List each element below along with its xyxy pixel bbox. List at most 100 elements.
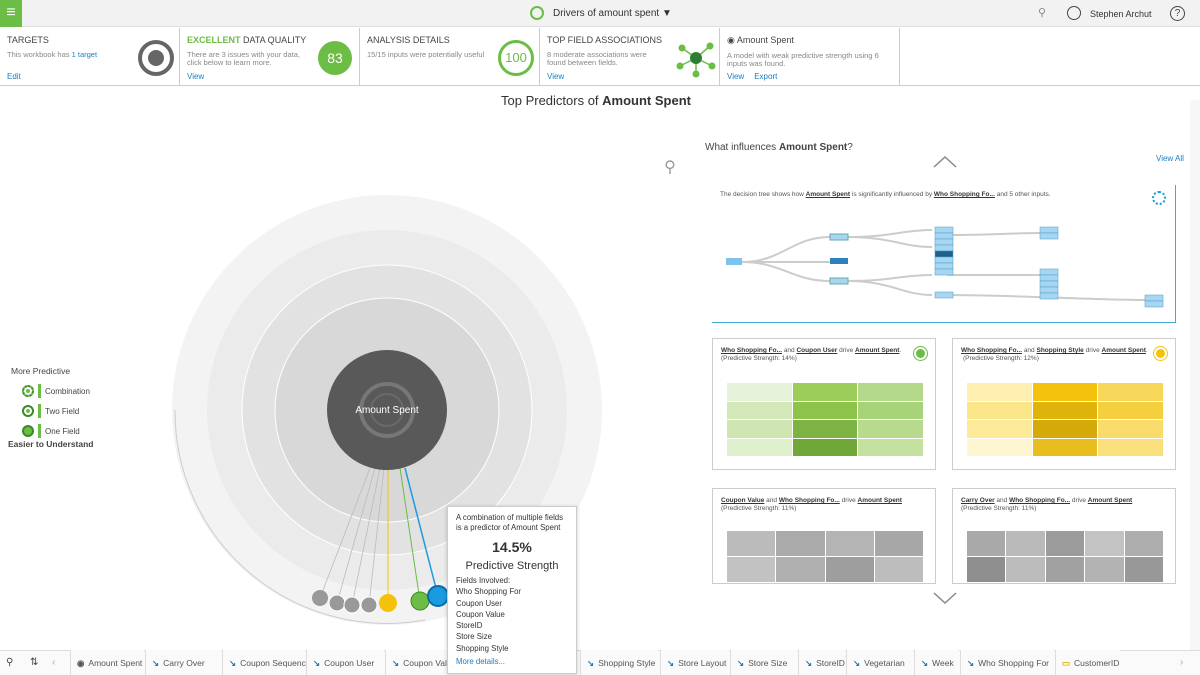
- sort-button[interactable]: ⇅: [30, 657, 39, 668]
- scrollbar: [1190, 100, 1200, 650]
- heatmap: [967, 531, 1163, 582]
- tile-sub: (Predictive Strength: 14%): [721, 355, 797, 362]
- field-tab[interactable]: ↘ Week: [914, 650, 959, 675]
- card-action[interactable]: View: [187, 72, 205, 81]
- menu-button[interactable]: ≡: [0, 0, 22, 27]
- card-title: Amount Spent: [736, 35, 794, 45]
- legend-swatch: [22, 425, 34, 437]
- help-button[interactable]: ?: [1170, 6, 1185, 21]
- legend-item: Two Field: [22, 401, 90, 421]
- tab-label: Week: [932, 658, 954, 668]
- field-tab[interactable]: ↘ Store Size: [730, 650, 797, 675]
- tile-title-part: and: [994, 497, 1010, 504]
- search-button[interactable]: ⚲: [6, 657, 14, 668]
- tab-icon: ↘: [152, 658, 160, 668]
- card-title: ANALYSIS DETAILS: [367, 35, 450, 45]
- tile-title: Who Shopping Fo... and Coupon User drive…: [721, 347, 911, 363]
- heatmap-cell: [792, 420, 858, 438]
- tile-title: Carry Over and Who Shopping Fo... drive …: [961, 497, 1151, 513]
- heatmap-cell: [727, 401, 792, 419]
- heatmap-cell: [1098, 383, 1163, 401]
- legend: Combination Two Field One Field: [22, 381, 90, 441]
- heatmap-cell: [874, 557, 923, 582]
- title-part: Top Predictors of: [501, 93, 603, 108]
- legend-label: One Field: [45, 426, 80, 436]
- legend-item: One Field: [22, 421, 90, 441]
- tab-label: Coupon Value: [403, 658, 457, 668]
- title-icon: [530, 6, 544, 20]
- insight-tile: Who Shopping Fo... and Shopping Style dr…: [952, 338, 1176, 470]
- workbook-title[interactable]: Drivers of amount spent ▼: [553, 8, 672, 19]
- field-tab[interactable]: ↘ Shopping Style: [580, 650, 658, 675]
- field-tab[interactable]: ↘ Coupon Value: [385, 650, 456, 675]
- heatmap: [727, 383, 923, 456]
- heatmap-cell: [1085, 557, 1124, 582]
- tile-icon: [1153, 346, 1168, 361]
- tree-text-part: Who Shopping Fo...: [933, 191, 995, 198]
- model-card: ◉ Amount Spent A model with weak predict…: [720, 28, 900, 86]
- field-tab[interactable]: ◉ Amount Spent: [70, 650, 144, 675]
- heatmap-cell: [1006, 531, 1045, 556]
- heatmap-cell: [727, 420, 792, 438]
- field-tab[interactable]: ↘ Coupon User: [306, 650, 384, 675]
- tile-icon: [913, 346, 928, 361]
- field-item: StoreID: [456, 621, 483, 631]
- tile-title-part: and: [1022, 347, 1037, 354]
- heatmap-cell: [1032, 420, 1098, 438]
- tab-label: Coupon User: [324, 658, 375, 668]
- field-tab[interactable]: ↘ Vegetarian: [846, 650, 913, 675]
- scroll-down[interactable]: [930, 590, 960, 606]
- field-tab[interactable]: ↘ StoreID: [798, 650, 845, 675]
- scroll-up[interactable]: [930, 154, 960, 170]
- field-tab[interactable]: ↘ Store Layout: [660, 650, 729, 675]
- card-text: This workbook has: [7, 50, 72, 59]
- tab-icon: ↘: [737, 658, 745, 668]
- title-bold: Amount Spent: [602, 93, 691, 108]
- tile-title-part: drive: [1083, 347, 1102, 354]
- card-action[interactable]: Export: [754, 72, 778, 81]
- heatmap-cell: [1045, 531, 1085, 556]
- tile-title-part: and: [782, 347, 797, 354]
- tab-label: StoreID: [816, 658, 845, 668]
- legend-bar: [38, 404, 41, 418]
- insight-tile: Who Shopping Fo... and Coupon User drive…: [712, 338, 936, 470]
- heatmap-cell: [1032, 438, 1098, 456]
- tile-title: Who Shopping Fo... and Shopping Style dr…: [961, 347, 1151, 363]
- view-all[interactable]: View All: [1156, 154, 1184, 163]
- tile-title-part: Coupon User: [796, 347, 838, 354]
- field-tab[interactable]: ▭ CustomerID: [1055, 650, 1120, 675]
- decision-tree: [726, 226, 1164, 308]
- heading-bold: Amount Spent: [778, 142, 848, 153]
- card-action[interactable]: View: [547, 72, 565, 81]
- card-link[interactable]: 1 target: [71, 50, 98, 59]
- tab-label: Amount Spent: [88, 658, 143, 668]
- heatmap-cell: [792, 383, 858, 401]
- quality-card: EXCELLENT DATA QUALITY There are 3 issue…: [180, 28, 360, 86]
- card-action[interactable]: Edit: [7, 72, 21, 81]
- tooltip: A combination of multiple fields is a pr…: [447, 506, 577, 674]
- user-icon: [1067, 6, 1081, 20]
- card-action[interactable]: View: [727, 72, 745, 81]
- scroll-right[interactable]: ›: [1180, 657, 1184, 668]
- legend-swatch: [22, 385, 34, 397]
- field-item: Store Size: [456, 632, 492, 642]
- field-tab[interactable]: ↘ Carry Over: [145, 650, 221, 675]
- more-details[interactable]: More details...: [456, 657, 505, 667]
- heatmap-cell: [792, 438, 858, 456]
- tooltip-value: 14.5%: [492, 539, 532, 555]
- user-name[interactable]: Stephen Archut: [1090, 9, 1152, 19]
- tree-text-part: The decision tree shows how: [720, 191, 806, 198]
- tooltip-label: Predictive Strength: [465, 560, 559, 572]
- heading-part: What influences: [705, 142, 779, 153]
- insight-tile: Coupon Value and Who Shopping Fo... driv…: [712, 488, 936, 584]
- tile-title-part: Amount Spent: [1101, 347, 1146, 354]
- heatmap-cell: [1098, 438, 1163, 456]
- heatmap-cell: [825, 531, 874, 556]
- pin-icon[interactable]: ⚲: [1038, 7, 1047, 19]
- field-tab[interactable]: ↘ Coupon Sequence: [222, 650, 311, 675]
- tile-title-part: Coupon Value: [721, 497, 765, 504]
- field-tab[interactable]: ↘ Who Shopping For: [960, 650, 1054, 675]
- scroll-left[interactable]: ‹: [52, 657, 56, 668]
- tab-icon: ↘: [805, 658, 813, 668]
